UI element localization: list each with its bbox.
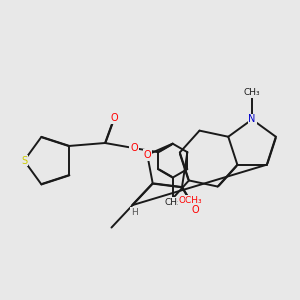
Text: O: O xyxy=(192,205,200,215)
Text: N: N xyxy=(248,115,256,124)
Text: CH₃: CH₃ xyxy=(244,88,260,98)
Text: S: S xyxy=(21,156,27,166)
Text: H: H xyxy=(131,208,137,217)
Text: O: O xyxy=(143,150,151,160)
Text: CH₃: CH₃ xyxy=(164,198,181,207)
Text: OCH₃: OCH₃ xyxy=(178,196,202,205)
Text: O: O xyxy=(110,113,118,123)
Text: O: O xyxy=(130,143,138,153)
